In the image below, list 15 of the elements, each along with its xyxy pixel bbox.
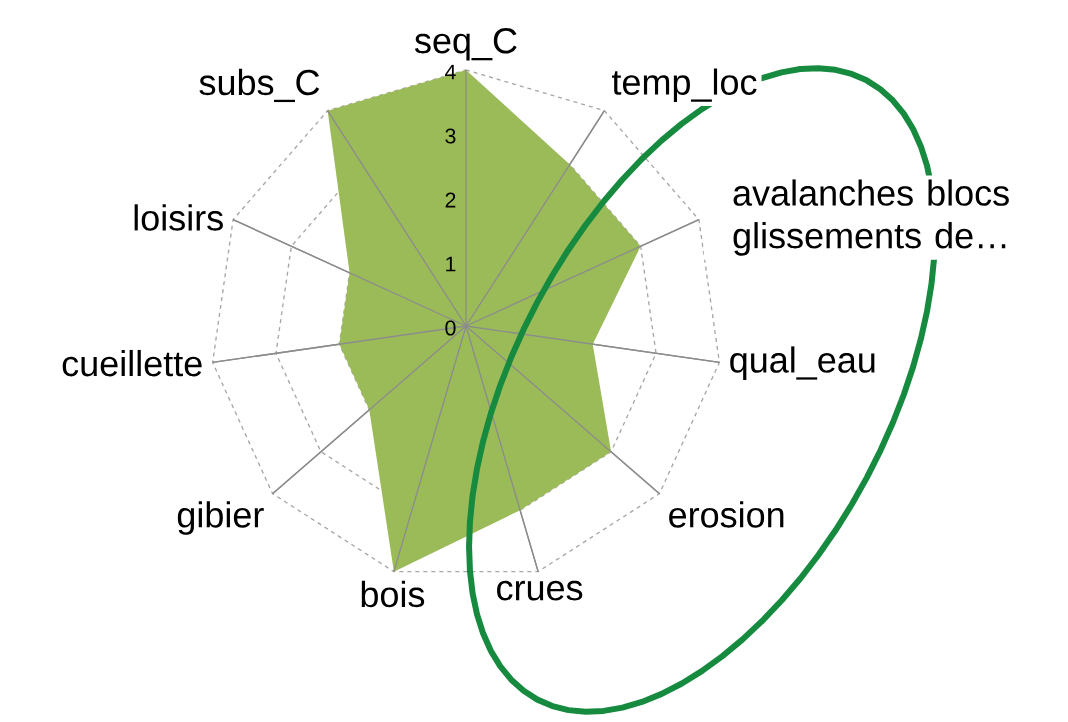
spoke-label: cueillette bbox=[62, 349, 202, 377]
y-tick-label: 3 bbox=[445, 128, 456, 144]
y-tick-label: 0 bbox=[445, 320, 456, 336]
spoke-label: temp_loc bbox=[611, 68, 757, 103]
spoke-label: crues bbox=[497, 580, 583, 601]
spoke-label: erosion bbox=[669, 501, 784, 528]
y-tick-label: 2 bbox=[445, 192, 456, 208]
spoke-label: avalanches blocs glissements de… bbox=[733, 179, 1009, 256]
spoke-label: seq_C bbox=[414, 28, 517, 61]
spoke-label: bois bbox=[361, 580, 425, 608]
spoke-label: gibier bbox=[177, 501, 264, 535]
y-tick-label: 1 bbox=[446, 256, 456, 272]
spoke-label: qual_eau bbox=[730, 346, 875, 380]
spoke-label: subs_C bbox=[199, 68, 320, 103]
spoke-label: loisirs bbox=[134, 204, 223, 231]
